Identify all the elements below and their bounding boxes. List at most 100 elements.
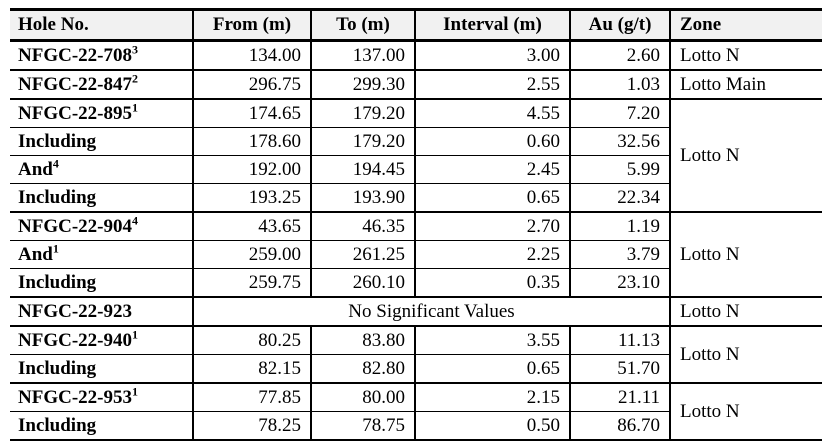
cell-au: 1.03 [569, 69, 670, 99]
cell-au: 86.70 [569, 411, 670, 440]
cell-from: 80.25 [192, 325, 311, 355]
cell-au: 1.19 [569, 211, 670, 241]
table-header: Hole No. From (m) To (m) Interval (m) Au (g/… [10, 9, 822, 42]
hole-label: Including [18, 357, 97, 379]
cell-au: 5.99 [569, 155, 670, 184]
cell-interval: 0.65 [414, 183, 570, 212]
drill-results-section: Hole No. From (m) To (m) Interval (m) Au (g/… [10, 8, 836, 441]
footnote-superscript: 2 [131, 71, 138, 86]
cell-from: 193.25 [192, 183, 311, 212]
hole-label: NFGC-22-953 [18, 386, 132, 408]
cell-to: 261.25 [310, 240, 415, 269]
hole-label: NFGC-22-708 [18, 44, 132, 66]
table-row: Including 78.25 78.75 0.50 86.70 [10, 411, 822, 440]
cell-au: 51.70 [569, 354, 670, 383]
hole-label: NFGC-22-904 [18, 215, 132, 237]
footnote-superscript: 1 [131, 384, 138, 399]
table-row: NFGC-22-923 No Significant Values Lotto N [10, 296, 822, 326]
table-row: NFGC-22-8472 296.75 299.30 2.55 1.03 Lotto Ma… [10, 69, 822, 99]
cell-from: 259.00 [192, 240, 311, 269]
cell-from: 77.85 [192, 382, 311, 412]
cell-au: 7.20 [569, 98, 670, 128]
cell-interval: 0.35 [414, 268, 570, 297]
cell-zone: Lotto N [669, 296, 822, 326]
cell-hole-no: NFGC-22-7083 [10, 39, 193, 70]
cell-interval: 2.45 [414, 155, 570, 184]
cell-from: 78.25 [192, 411, 311, 440]
cell-to: 78.75 [310, 411, 415, 440]
cell-au: 11.13 [569, 325, 670, 355]
cell-to: 260.10 [310, 268, 415, 297]
table-row: NFGC-22-9044 43.65 46.35 2.70 1.19 Lotto N [10, 211, 822, 297]
cell-to: 82.80 [310, 354, 415, 383]
cell-to: 83.80 [310, 325, 415, 355]
hole-label: Including [18, 414, 97, 436]
cell-hole-no: And4 [10, 155, 193, 184]
cell-interval: 2.25 [414, 240, 570, 269]
column-header-hole: Hole No. [10, 9, 193, 42]
cell-interval: 0.65 [414, 354, 570, 383]
column-header-interval: Interval (m) [414, 9, 570, 42]
table-row: NFGC-22-9401 80.25 83.80 3.55 11.13 Lotto N [10, 325, 822, 383]
cell-from: 192.00 [192, 155, 311, 184]
cell-to: 179.20 [310, 98, 415, 128]
cell-au: 2.60 [569, 39, 670, 70]
cell-au: 23.10 [569, 268, 670, 297]
table-row: NFGC-22-8951 174.65 179.20 4.55 7.20 Lotto N [10, 98, 822, 212]
cell-from: 296.75 [192, 69, 311, 99]
cell-interval: 2.55 [414, 69, 570, 99]
cell-zone: Lotto N [669, 39, 822, 70]
cell-au: 3.79 [569, 240, 670, 269]
drill-results-table: Hole No. From (m) To (m) Interval (m) Au (g/… [10, 8, 822, 441]
cell-to: 46.35 [310, 211, 415, 241]
table-row: Including 259.75 260.10 0.35 23.10 [10, 268, 822, 297]
cell-interval: 2.15 [414, 382, 570, 412]
hole-label: Including [18, 130, 97, 152]
cell-from: 82.15 [192, 354, 311, 383]
cell-to: 137.00 [310, 39, 415, 70]
cell-hole-no: Including [10, 354, 193, 383]
cell-hole-no: NFGC-22-9531 [10, 382, 193, 412]
cell-au: 21.11 [569, 382, 670, 412]
cell-interval: 4.55 [414, 98, 570, 128]
cell-from: 134.00 [192, 39, 311, 70]
footnote-superscript: 1 [131, 327, 138, 342]
cell-hole-no: Including [10, 268, 193, 297]
footnote-superscript: 1 [52, 241, 59, 256]
cell-no-significant-values: No Significant Values [192, 296, 670, 326]
cell-to: 193.90 [310, 183, 415, 212]
cell-interval: 0.60 [414, 127, 570, 156]
cell-to: 179.20 [310, 127, 415, 156]
cell-interval: 3.55 [414, 325, 570, 355]
cell-hole-no: Including [10, 127, 193, 156]
column-header-to: To (m) [310, 9, 415, 42]
cell-hole-no: Including [10, 183, 193, 212]
footnote-superscript: 4 [52, 156, 59, 171]
cell-interval: 0.50 [414, 411, 570, 440]
hole-label: NFGC-22-895 [18, 102, 132, 124]
footnote-superscript: 1 [131, 100, 138, 115]
cell-au: 32.56 [569, 127, 670, 156]
cell-to: 80.00 [310, 382, 415, 412]
cell-au: 22.34 [569, 183, 670, 212]
cell-hole-no: Including [10, 411, 193, 440]
cell-zone: Lotto N [669, 325, 822, 383]
column-header-au: Au (g/t) [569, 9, 670, 42]
hole-label: Including [18, 271, 97, 293]
cell-from: 174.65 [192, 98, 311, 128]
cell-zone: Lotto N [669, 382, 822, 440]
cell-interval: 3.00 [414, 39, 570, 70]
column-header-zone: Zone [669, 9, 822, 42]
cell-zone: Lotto N [669, 211, 822, 297]
cell-interval: 2.70 [414, 211, 570, 241]
footnote-superscript: 3 [131, 42, 138, 57]
table-row: And4 192.00 194.45 2.45 5.99 [10, 155, 822, 184]
cell-hole-no: NFGC-22-8472 [10, 69, 193, 99]
table-row: Including 193.25 193.90 0.65 22.34 [10, 183, 822, 212]
cell-from: 43.65 [192, 211, 311, 241]
table-row: Including 82.15 82.80 0.65 51.70 [10, 354, 822, 383]
cell-to: 194.45 [310, 155, 415, 184]
hole-label: NFGC-22-940 [18, 329, 132, 351]
column-header-from: From (m) [192, 9, 311, 42]
